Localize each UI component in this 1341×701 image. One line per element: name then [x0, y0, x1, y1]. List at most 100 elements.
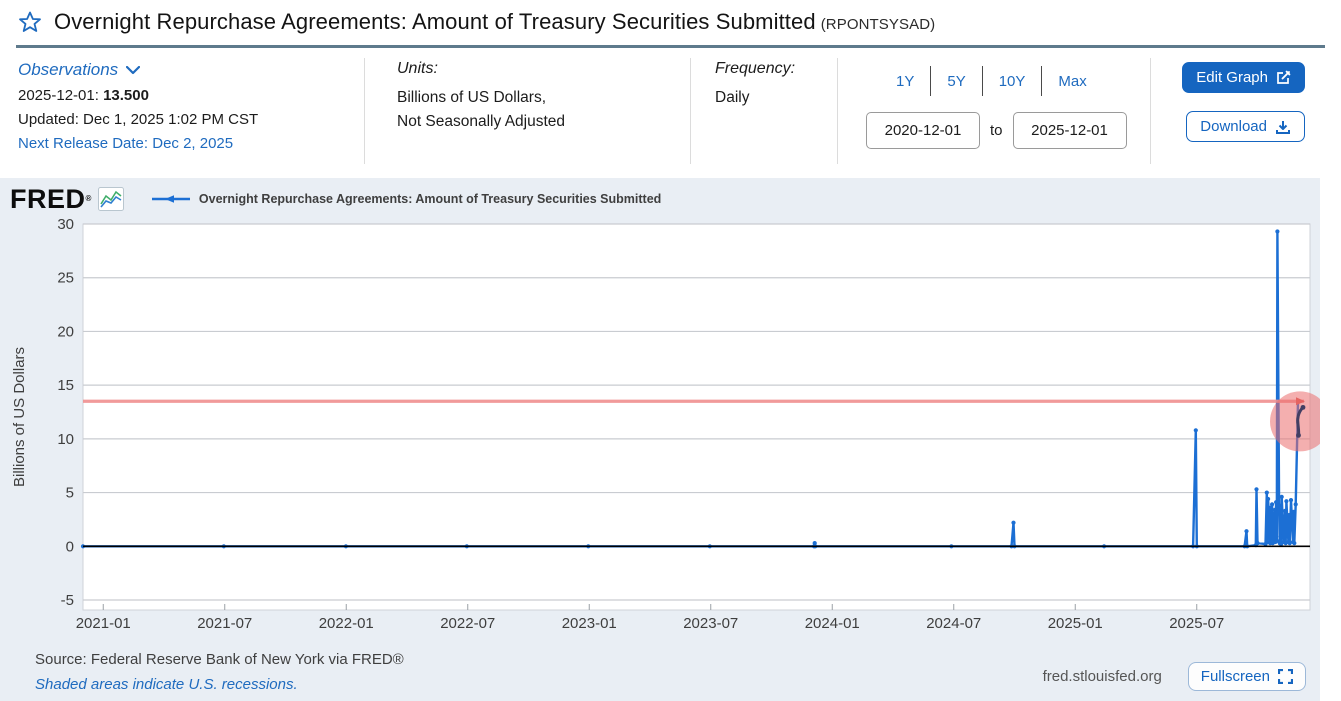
observations-section: Observations 2025-12-01: 13.500 Updated:…	[2, 58, 364, 164]
data-point	[1255, 541, 1260, 546]
date-to-input[interactable]	[1012, 112, 1127, 149]
chevron-down-icon	[126, 65, 141, 74]
download-label: Download	[1200, 118, 1267, 135]
favorite-star-icon[interactable]	[18, 10, 42, 34]
x-tick-label: 2023-07	[683, 615, 738, 632]
date-range-inputs: to	[866, 112, 1150, 149]
x-tick-label: 2024-07	[926, 615, 981, 632]
edit-graph-label: Edit Graph	[1196, 69, 1268, 86]
data-point	[1264, 490, 1269, 495]
x-tick-label: 2025-01	[1048, 615, 1103, 632]
updated-timestamp: Updated: Dec 1, 2025 1:02 PM CST	[18, 111, 259, 128]
x-tick-label: 2021-01	[76, 615, 131, 632]
mini-chart-icon	[97, 186, 124, 211]
to-label: to	[990, 122, 1003, 139]
data-point	[1272, 507, 1277, 512]
units-section: Units: Billions of US Dollars, Not Seaso…	[365, 58, 690, 164]
date-range-section: 1Y 5Y 10Y Max to	[838, 58, 1150, 164]
date-from-input[interactable]	[866, 112, 980, 149]
edit-graph-button[interactable]: Edit Graph	[1182, 62, 1305, 93]
x-tick-label: 2023-01	[562, 615, 617, 632]
download-button[interactable]: Download	[1186, 111, 1305, 142]
fullscreen-button[interactable]: Fullscreen	[1187, 662, 1306, 691]
next-release-link[interactable]: Next Release Date: Dec 2, 2025	[18, 135, 234, 152]
observation-date: 2025-12-01:	[18, 87, 99, 104]
recessions-link[interactable]: Shaded areas indicate U.S. recessions.	[35, 676, 298, 693]
x-tick-label: 2021-07	[197, 615, 252, 632]
x-tick-label: 2022-07	[440, 615, 495, 632]
page-title: Overnight Repurchase Agreements: Amount …	[54, 9, 936, 34]
y-tick-label: 25	[57, 270, 74, 287]
latest-observation: 2025-12-01: 13.500	[18, 87, 364, 104]
data-point	[1193, 428, 1198, 433]
data-point	[812, 541, 817, 546]
frequency-value: Daily	[715, 89, 750, 106]
observations-label: Observations	[18, 60, 119, 79]
cursor-dot	[1300, 404, 1306, 410]
data-point	[1284, 499, 1289, 504]
data-point	[1291, 509, 1296, 514]
x-tick-label: 2022-01	[319, 615, 374, 632]
data-point	[1266, 496, 1271, 502]
series-id: (RPONTSYSAD)	[820, 16, 936, 33]
data-point	[1275, 229, 1280, 234]
y-tick-label: 15	[57, 377, 74, 394]
data-point	[1279, 494, 1284, 499]
observation-value: 13.500	[103, 87, 149, 104]
y-tick-label: 20	[57, 323, 74, 340]
graph-actions: Edit Graph Download	[1182, 58, 1325, 164]
data-point	[1288, 498, 1294, 503]
range-5y-link[interactable]: 5Y	[947, 72, 966, 90]
cursor-dot	[1296, 432, 1301, 438]
download-icon	[1276, 120, 1290, 134]
chart-footer: Source: Federal Reserve Bank of New York…	[0, 651, 1320, 701]
source-text: Source: Federal Reserve Bank of New York…	[35, 651, 404, 668]
x-tick-label: 2025-07	[1169, 615, 1224, 632]
data-point	[1278, 534, 1283, 539]
title-divider	[16, 45, 1325, 48]
data-point	[1283, 508, 1288, 513]
fullscreen-icon	[1278, 669, 1293, 684]
divider	[364, 58, 365, 164]
chart-legend: Overnight Repurchase Agreements: Amount …	[151, 192, 661, 206]
data-point	[1274, 500, 1279, 505]
range-10y-link[interactable]: 10Y	[998, 72, 1026, 90]
data-point	[1274, 538, 1279, 543]
data-point	[1277, 503, 1282, 508]
fred-logo[interactable]: FRED®	[10, 183, 92, 214]
y-axis-title: Billions of US Dollars	[11, 347, 28, 487]
y-tick-label: 0	[66, 538, 74, 555]
page-header: Overnight Repurchase Agreements: Amount …	[0, 0, 1341, 35]
data-point	[1292, 541, 1297, 546]
units-label: Units:	[397, 60, 438, 77]
y-tick-label: 10	[57, 431, 74, 448]
observations-toggle[interactable]: Observations	[18, 60, 141, 80]
frequency-label: Frequency:	[715, 60, 796, 77]
cursor-highlight	[1270, 391, 1320, 452]
data-point	[1286, 513, 1292, 518]
units-value: Billions of US Dollars, Not Seasonally A…	[397, 89, 566, 130]
chart-header: FRED® Overnight Repurchase Agreements: A…	[0, 178, 1320, 212]
y-tick-label: 30	[57, 216, 74, 233]
divider	[930, 66, 932, 96]
series-line-marker-icon	[151, 194, 190, 203]
edit-icon	[1277, 70, 1291, 84]
divider	[1150, 58, 1151, 164]
site-label: fred.stlouisfed.org	[1042, 668, 1162, 685]
fullscreen-label: Fullscreen	[1200, 668, 1270, 685]
frequency-section: Frequency: Daily	[691, 58, 837, 164]
data-point	[1011, 520, 1016, 525]
range-max-link[interactable]: Max	[1058, 72, 1087, 90]
divider	[837, 58, 838, 164]
text-cursor-icon	[1296, 405, 1305, 437]
divider	[981, 66, 983, 96]
data-point	[1293, 502, 1298, 507]
plot-area[interactable]	[82, 223, 1311, 611]
y-tick-label: 5	[66, 485, 74, 502]
footer-right: fred.stlouisfed.org Fullscreen	[1043, 662, 1306, 693]
divider	[690, 58, 691, 164]
range-1y-link[interactable]: 1Y	[896, 72, 915, 90]
data-point	[1254, 487, 1259, 492]
data-point	[1268, 505, 1273, 510]
